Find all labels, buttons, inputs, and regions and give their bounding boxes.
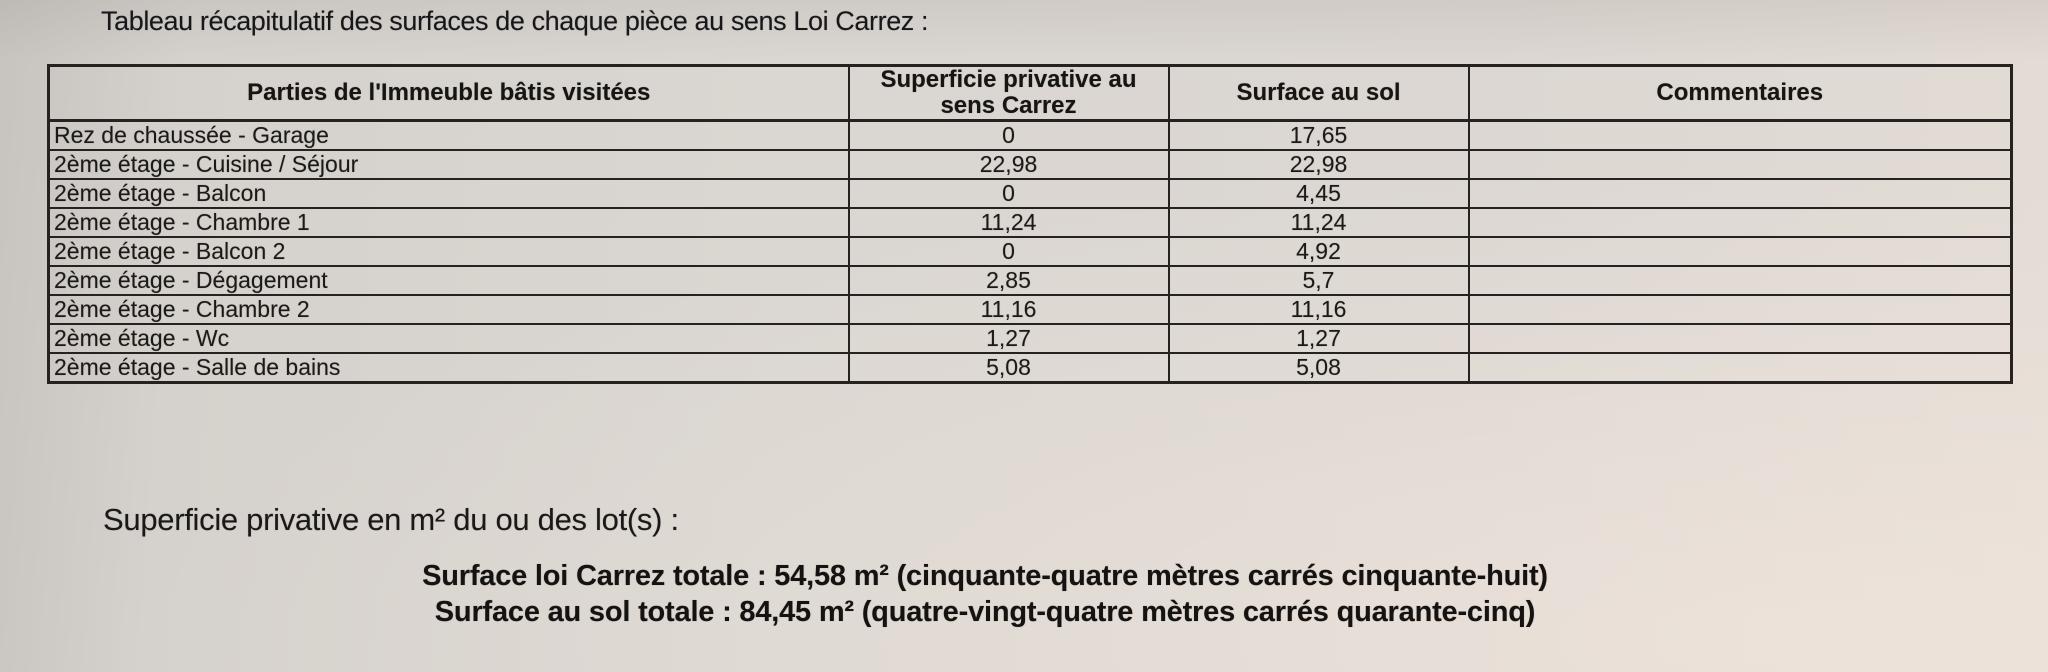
surfaces-table: Parties de l'Immeuble bâtis visitées Sup…	[47, 64, 2013, 384]
table-row: 2ème étage - Cuisine / Séjour 22,98 22,9…	[47, 148, 2013, 180]
cell-piece: Rez de chaussée - Garage	[47, 119, 850, 151]
cell-sol: 17,65	[1167, 119, 1470, 151]
col-header-superficie-carrez: Superficie privative au sens Carrez	[847, 64, 1170, 122]
table-row: 2ème étage - Dégagement 2,85 5,7	[47, 264, 2013, 296]
cell-carrez: 1,27	[847, 322, 1170, 354]
cell-piece: 2ème étage - Balcon 2	[47, 235, 850, 267]
table-row: 2ème étage - Balcon 0 4,45	[47, 177, 2013, 209]
table-row: 2ème étage - Wc 1,27 1,27	[47, 322, 2013, 354]
cell-carrez: 11,16	[847, 293, 1170, 325]
cell-commentaire	[1467, 235, 2013, 267]
cell-sol: 1,27	[1167, 322, 1470, 354]
cell-sol: 11,24	[1167, 206, 1470, 238]
table-header-row: Parties de l'Immeuble bâtis visitées Sup…	[47, 64, 2013, 122]
cell-sol: 4,45	[1167, 177, 1470, 209]
cell-carrez: 0	[847, 235, 1170, 267]
cell-carrez: 11,24	[847, 206, 1170, 238]
cell-carrez: 0	[847, 119, 1170, 151]
cell-commentaire	[1467, 322, 2013, 354]
col-header-parties: Parties de l'Immeuble bâtis visitées	[47, 64, 850, 122]
cell-piece: 2ème étage - Chambre 1	[47, 206, 850, 238]
cell-carrez: 5,08	[847, 351, 1170, 384]
cell-piece: 2ème étage - Balcon	[47, 177, 850, 209]
cell-carrez: 0	[847, 177, 1170, 209]
surface-sol-total: Surface au sol totale : 84,45 m² (quatre…	[434, 596, 1536, 628]
table-row: 2ème étage - Chambre 2 11,16 11,16	[47, 293, 2013, 325]
table-row: 2ème étage - Chambre 1 11,24 11,24	[47, 206, 2013, 238]
cell-piece: 2ème étage - Dégagement	[47, 264, 850, 296]
cell-carrez: 22,98	[847, 148, 1170, 180]
col-header-surface-sol: Surface au sol	[1167, 64, 1470, 122]
cell-commentaire	[1467, 177, 2013, 209]
table-row: Rez de chaussée - Garage 0 17,65	[47, 119, 2013, 151]
cell-sol: 11,16	[1167, 293, 1470, 325]
cell-sol: 5,7	[1167, 264, 1470, 296]
table-row: 2ème étage - Salle de bains 5,08 5,08	[47, 351, 2013, 384]
cell-commentaire	[1467, 351, 2013, 384]
cell-piece: 2ème étage - Salle de bains	[47, 351, 850, 384]
superficie-privative-label: Superficie privative en m² du ou des lot…	[103, 502, 679, 537]
cell-commentaire	[1467, 206, 2013, 238]
page-title: Tableau récapitulatif des surfaces de ch…	[101, 6, 929, 36]
cell-piece: 2ème étage - Cuisine / Séjour	[47, 148, 850, 180]
cell-piece: 2ème étage - Wc	[47, 322, 850, 354]
col-header-commentaires: Commentaires	[1467, 64, 2013, 122]
cell-commentaire	[1467, 293, 2013, 325]
table-row: 2ème étage - Balcon 2 0 4,92	[47, 235, 2013, 267]
surface-carrez-total: Surface loi Carrez totale : 54,58 m² (ci…	[422, 560, 1548, 592]
cell-sol: 4,92	[1167, 235, 1470, 267]
cell-sol: 22,98	[1167, 148, 1470, 180]
cell-carrez: 2,85	[847, 264, 1170, 296]
cell-piece: 2ème étage - Chambre 2	[47, 293, 850, 325]
cell-sol: 5,08	[1167, 351, 1470, 384]
cell-commentaire	[1467, 264, 2013, 296]
cell-commentaire	[1467, 119, 2013, 151]
cell-commentaire	[1467, 148, 2013, 180]
